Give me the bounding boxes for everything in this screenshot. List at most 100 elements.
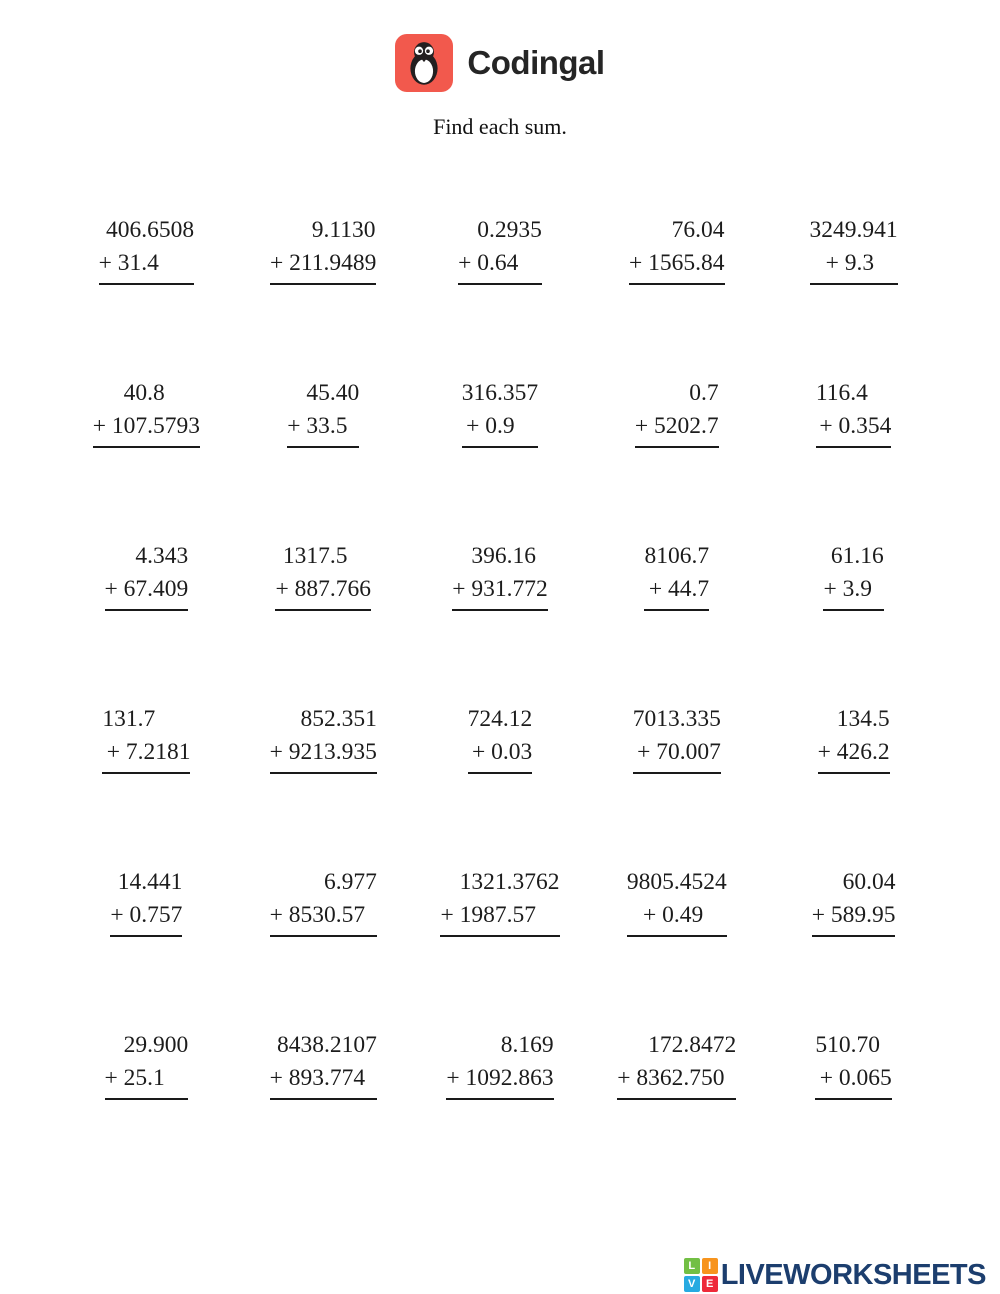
bottom-operand-integer: + 0 bbox=[110, 902, 142, 928]
top-operand-fraction: .977 bbox=[335, 869, 377, 895]
top-operand-fraction: .16 bbox=[854, 543, 884, 569]
bottom-operand-integer: + 1092 bbox=[446, 1065, 513, 1091]
top-operand-integer: 9 bbox=[311, 217, 324, 243]
top-operand-fraction: .343 bbox=[147, 543, 189, 569]
top-operand-fraction: .7 bbox=[691, 543, 710, 569]
top-operand-fraction: .40 bbox=[329, 380, 360, 406]
top-operand-integer: 9805 bbox=[626, 869, 674, 895]
bottom-operand-integer: + 0 bbox=[472, 739, 503, 765]
top-operand-integer: 8438 bbox=[276, 1032, 324, 1058]
top-operand-integer: 1317 bbox=[282, 543, 330, 569]
top-operand-fraction: .941 bbox=[856, 217, 898, 243]
top-operand-fraction: .70 bbox=[850, 1032, 881, 1058]
live-letter-e: E bbox=[701, 1276, 718, 1292]
top-operand-integer: 116 bbox=[815, 380, 851, 406]
top-operand-integer: 29 bbox=[123, 1032, 148, 1058]
addition-problem: 4.343 + 67.409 bbox=[104, 540, 189, 611]
top-operand-fraction: .4 bbox=[850, 380, 868, 406]
addition-problem: 316.357 + 0.9 bbox=[461, 377, 539, 448]
top-operand-integer: 45 bbox=[306, 380, 330, 406]
bottom-operand-fraction: .03 bbox=[502, 739, 533, 765]
worksheet-instruction: Find each sum. bbox=[433, 114, 567, 139]
bottom-operand-integer: + 426 bbox=[817, 739, 872, 765]
top-operand-fraction: .351 bbox=[335, 706, 377, 732]
top-operand-fraction: .357 bbox=[497, 380, 539, 406]
bottom-operand-fraction: .5 bbox=[329, 413, 348, 439]
bottom-operand-fraction: .57 bbox=[506, 902, 536, 928]
top-operand-integer: 14 bbox=[117, 869, 142, 895]
top-operand-fraction: .04 bbox=[695, 217, 725, 243]
bottom-operand-integer: + 107 bbox=[92, 413, 148, 439]
bottom-operand-fraction: .95 bbox=[866, 902, 896, 928]
addition-problem: 8106.7 + 44.7 bbox=[644, 540, 710, 611]
addition-problem: 406.6508 + 31.4 bbox=[98, 214, 195, 285]
bottom-operand-integer: + 5202 bbox=[634, 413, 702, 439]
bottom-operand-fraction: .84 bbox=[695, 250, 725, 276]
bottom-operand-integer: + 211 bbox=[270, 250, 324, 276]
top-operand-integer: 852 bbox=[300, 706, 336, 732]
addition-problem: 7013.335 + 70.007 bbox=[632, 703, 721, 774]
bottom-operand-integer: + 1565 bbox=[629, 250, 696, 276]
bottom-operand-fraction: .007 bbox=[679, 739, 721, 765]
addition-problem: 134.5 + 426.2 bbox=[817, 703, 890, 774]
top-operand-integer: 396 bbox=[471, 543, 507, 569]
bottom-operand-integer: + 9 bbox=[825, 250, 857, 276]
live-letter-l: L bbox=[683, 1258, 700, 1274]
top-operand-fraction: .441 bbox=[141, 869, 183, 895]
top-operand-integer: 61 bbox=[830, 543, 855, 569]
bottom-operand-integer: + 67 bbox=[104, 576, 148, 602]
bottom-operand-integer: + 0 bbox=[466, 413, 498, 439]
addition-problem: 45.40 + 33.5 bbox=[287, 377, 360, 448]
bottom-operand-integer: + 3 bbox=[823, 576, 855, 602]
bottom-operand-fraction: .9 bbox=[854, 576, 872, 602]
bottom-operand-fraction: .7 bbox=[701, 413, 719, 439]
bottom-operand-fraction: .774 bbox=[323, 1065, 366, 1091]
addition-problem: 510.70 + 0.065 bbox=[815, 1029, 892, 1100]
bottom-operand-integer: + 8362 bbox=[617, 1065, 684, 1091]
top-operand-integer: 4 bbox=[135, 543, 148, 569]
top-operand-fraction: .4524 bbox=[673, 869, 727, 895]
bottom-operand-fraction: .2181 bbox=[137, 739, 191, 765]
bottom-operand-fraction: .9489 bbox=[323, 250, 377, 276]
addition-problem: 0.7 + 5202.7 bbox=[634, 377, 719, 448]
bottom-operand-fraction: .750 bbox=[683, 1065, 725, 1091]
bottom-operand-fraction: .409 bbox=[147, 576, 189, 602]
top-operand-fraction: .3762 bbox=[506, 869, 560, 895]
bottom-operand-integer: + 70 bbox=[637, 739, 680, 765]
bottom-operand-fraction: .3 bbox=[856, 250, 875, 276]
top-operand-integer: 134 bbox=[836, 706, 872, 732]
addition-problem: 60.04 + 589.95 bbox=[811, 866, 896, 937]
addition-problem: 8438.2107 + 893.774 bbox=[269, 1029, 377, 1100]
bottom-operand-integer: + 9213 bbox=[269, 739, 336, 765]
top-operand-fraction: .8472 bbox=[683, 1032, 737, 1058]
addition-problem: 6.977 + 8530.57 bbox=[269, 866, 377, 937]
bottom-operand-fraction: .64 bbox=[489, 250, 519, 276]
bottom-operand-integer: + 931 bbox=[452, 576, 507, 602]
top-operand-fraction: .169 bbox=[512, 1032, 554, 1058]
top-operand-integer: 0 bbox=[689, 380, 702, 406]
live-letter-i: I bbox=[701, 1258, 718, 1274]
top-operand-fraction: .7 bbox=[701, 380, 719, 406]
bottom-operand-integer: + 893 bbox=[269, 1065, 324, 1091]
bottom-operand-fraction: .5793 bbox=[147, 413, 201, 439]
bottom-operand-fraction: .4 bbox=[141, 250, 159, 276]
top-operand-fraction: .7 bbox=[137, 706, 156, 732]
bottom-operand-fraction: .766 bbox=[329, 576, 371, 602]
top-operand-fraction: .2935 bbox=[489, 217, 542, 243]
bottom-operand-fraction: .7 bbox=[691, 576, 710, 602]
bottom-operand-fraction: .2 bbox=[871, 739, 890, 765]
addition-problem: 724.12 + 0.03 bbox=[467, 703, 533, 774]
bottom-operand-fraction: .49 bbox=[673, 902, 704, 928]
addition-problem: 61.16 + 3.9 bbox=[823, 540, 884, 611]
top-operand-integer: 0 bbox=[477, 217, 489, 243]
addition-problem: 14.441 + 0.757 bbox=[110, 866, 183, 937]
bottom-operand-integer: + 31 bbox=[98, 250, 142, 276]
liveworksheets-wordmark: LIVEWORKSHEETS bbox=[720, 1258, 987, 1291]
brand-title: Codingal bbox=[467, 44, 605, 81]
addition-problem: 29.900 + 25.1 bbox=[104, 1029, 189, 1100]
bottom-operand-integer: + 0 bbox=[819, 1065, 851, 1091]
bottom-operand-fraction: .354 bbox=[850, 413, 892, 439]
addition-problem: 8.169 + 1092.863 bbox=[446, 1029, 554, 1100]
top-operand-integer: 131 bbox=[102, 706, 138, 732]
